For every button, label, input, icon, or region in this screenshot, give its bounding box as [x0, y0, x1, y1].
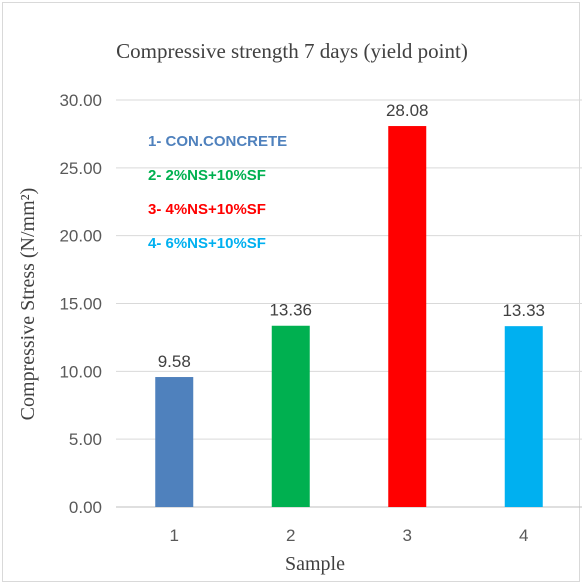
data-label: 9.58	[158, 352, 191, 371]
x-tick-label: 1	[170, 526, 179, 545]
x-tick-label: 4	[519, 526, 528, 545]
bars: 9.58 13.36 28.08 13.33	[155, 101, 545, 507]
y-tick-label: 5.00	[69, 430, 102, 449]
bar	[504, 326, 543, 507]
data-label: 13.36	[269, 301, 312, 320]
gridlines	[116, 99, 582, 508]
y-tick-label: 25.00	[59, 159, 102, 178]
data-label: 13.33	[502, 301, 545, 320]
legend-entry: 1- CON.CONCRETE	[148, 133, 287, 150]
x-tick-label: 3	[403, 526, 412, 545]
y-tick-label: 10.00	[59, 362, 102, 381]
x-axis-label: Sample	[285, 553, 345, 575]
bar	[388, 126, 427, 507]
bar	[155, 377, 194, 507]
x-tick-labels: 1 2 3 4	[170, 526, 529, 545]
legend-entry: 4- 6%NS+10%SF	[148, 235, 266, 252]
data-label: 28.08	[386, 101, 429, 120]
legend: 1- CON.CONCRETE 2- 2%NS+10%SF 3- 4%NS+10%S…	[148, 133, 287, 252]
chart-title: Compressive strength 7 days (yield point…	[116, 39, 468, 63]
y-axis-label: Compressive Stress (N/mm²)	[17, 188, 39, 421]
y-tick-label: 15.00	[59, 295, 102, 314]
y-tick-label: 20.00	[59, 227, 102, 246]
legend-entry: 3- 4%NS+10%SF	[148, 201, 266, 218]
y-tick-label: 30.00	[59, 91, 102, 110]
x-tick-label: 2	[286, 526, 295, 545]
legend-entry: 2- 2%NS+10%SF	[148, 167, 266, 184]
y-tick-labels: 0.00 5.00 10.00 15.00 20.00 25.00 30.00	[59, 91, 102, 517]
y-tick-label: 0.00	[69, 498, 102, 517]
bar	[271, 325, 310, 507]
